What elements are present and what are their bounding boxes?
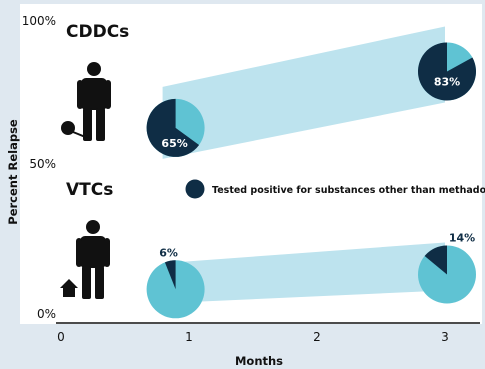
- pie-slice-dark: [417, 42, 476, 101]
- person-right-leg: [96, 108, 105, 141]
- legend-swatch: [185, 179, 205, 199]
- group-title-cddcs: CDDCs: [66, 22, 129, 42]
- x-tick-label: 3: [441, 330, 449, 344]
- person-left-leg: [82, 266, 91, 299]
- y-tick-label: 100%: [22, 14, 56, 28]
- person-left-leg: [83, 108, 92, 141]
- pie-value-label: 65%: [161, 137, 187, 150]
- person-with-home-icon: [60, 220, 110, 299]
- person-torso: [80, 236, 106, 268]
- person-left-arm: [77, 80, 83, 109]
- pie-slice-dark: [164, 260, 176, 290]
- pie-value-label: 83%: [434, 75, 460, 88]
- person-head: [86, 220, 100, 234]
- y-tick-label: 0%: [37, 307, 56, 321]
- iron-ball: [61, 121, 75, 135]
- pie-slice-dark: [424, 245, 447, 275]
- legend-label: Tested positive for substances other tha…: [212, 185, 485, 196]
- y-tick-label: 50%: [29, 157, 56, 171]
- person-torso: [81, 78, 107, 110]
- person-with-ball-and-chain-icon: [61, 62, 111, 141]
- chain: [72, 131, 89, 138]
- house-shape: [60, 279, 78, 297]
- person-left-arm: [76, 238, 82, 267]
- person-right-leg: [95, 266, 104, 299]
- x-tick-label: 2: [313, 330, 321, 344]
- person-head: [87, 62, 101, 76]
- y-axis-title: Percent Relapse: [6, 119, 20, 225]
- x-tick-label: 0: [57, 330, 65, 344]
- x-axis-title: Months: [235, 354, 283, 368]
- group-title-vtcs: VTCs: [66, 180, 113, 200]
- person-right-arm: [105, 80, 111, 109]
- trend-band: [162, 242, 445, 304]
- legend: Tested positive for substances other tha…: [185, 179, 485, 199]
- person-right-arm: [104, 238, 110, 267]
- pie-value-label: 6%: [159, 246, 178, 259]
- pie-value-label: 14%: [449, 231, 475, 244]
- pie-slice-dark: [146, 98, 200, 157]
- trend-band: [162, 26, 445, 159]
- x-tick-label: 1: [185, 330, 193, 344]
